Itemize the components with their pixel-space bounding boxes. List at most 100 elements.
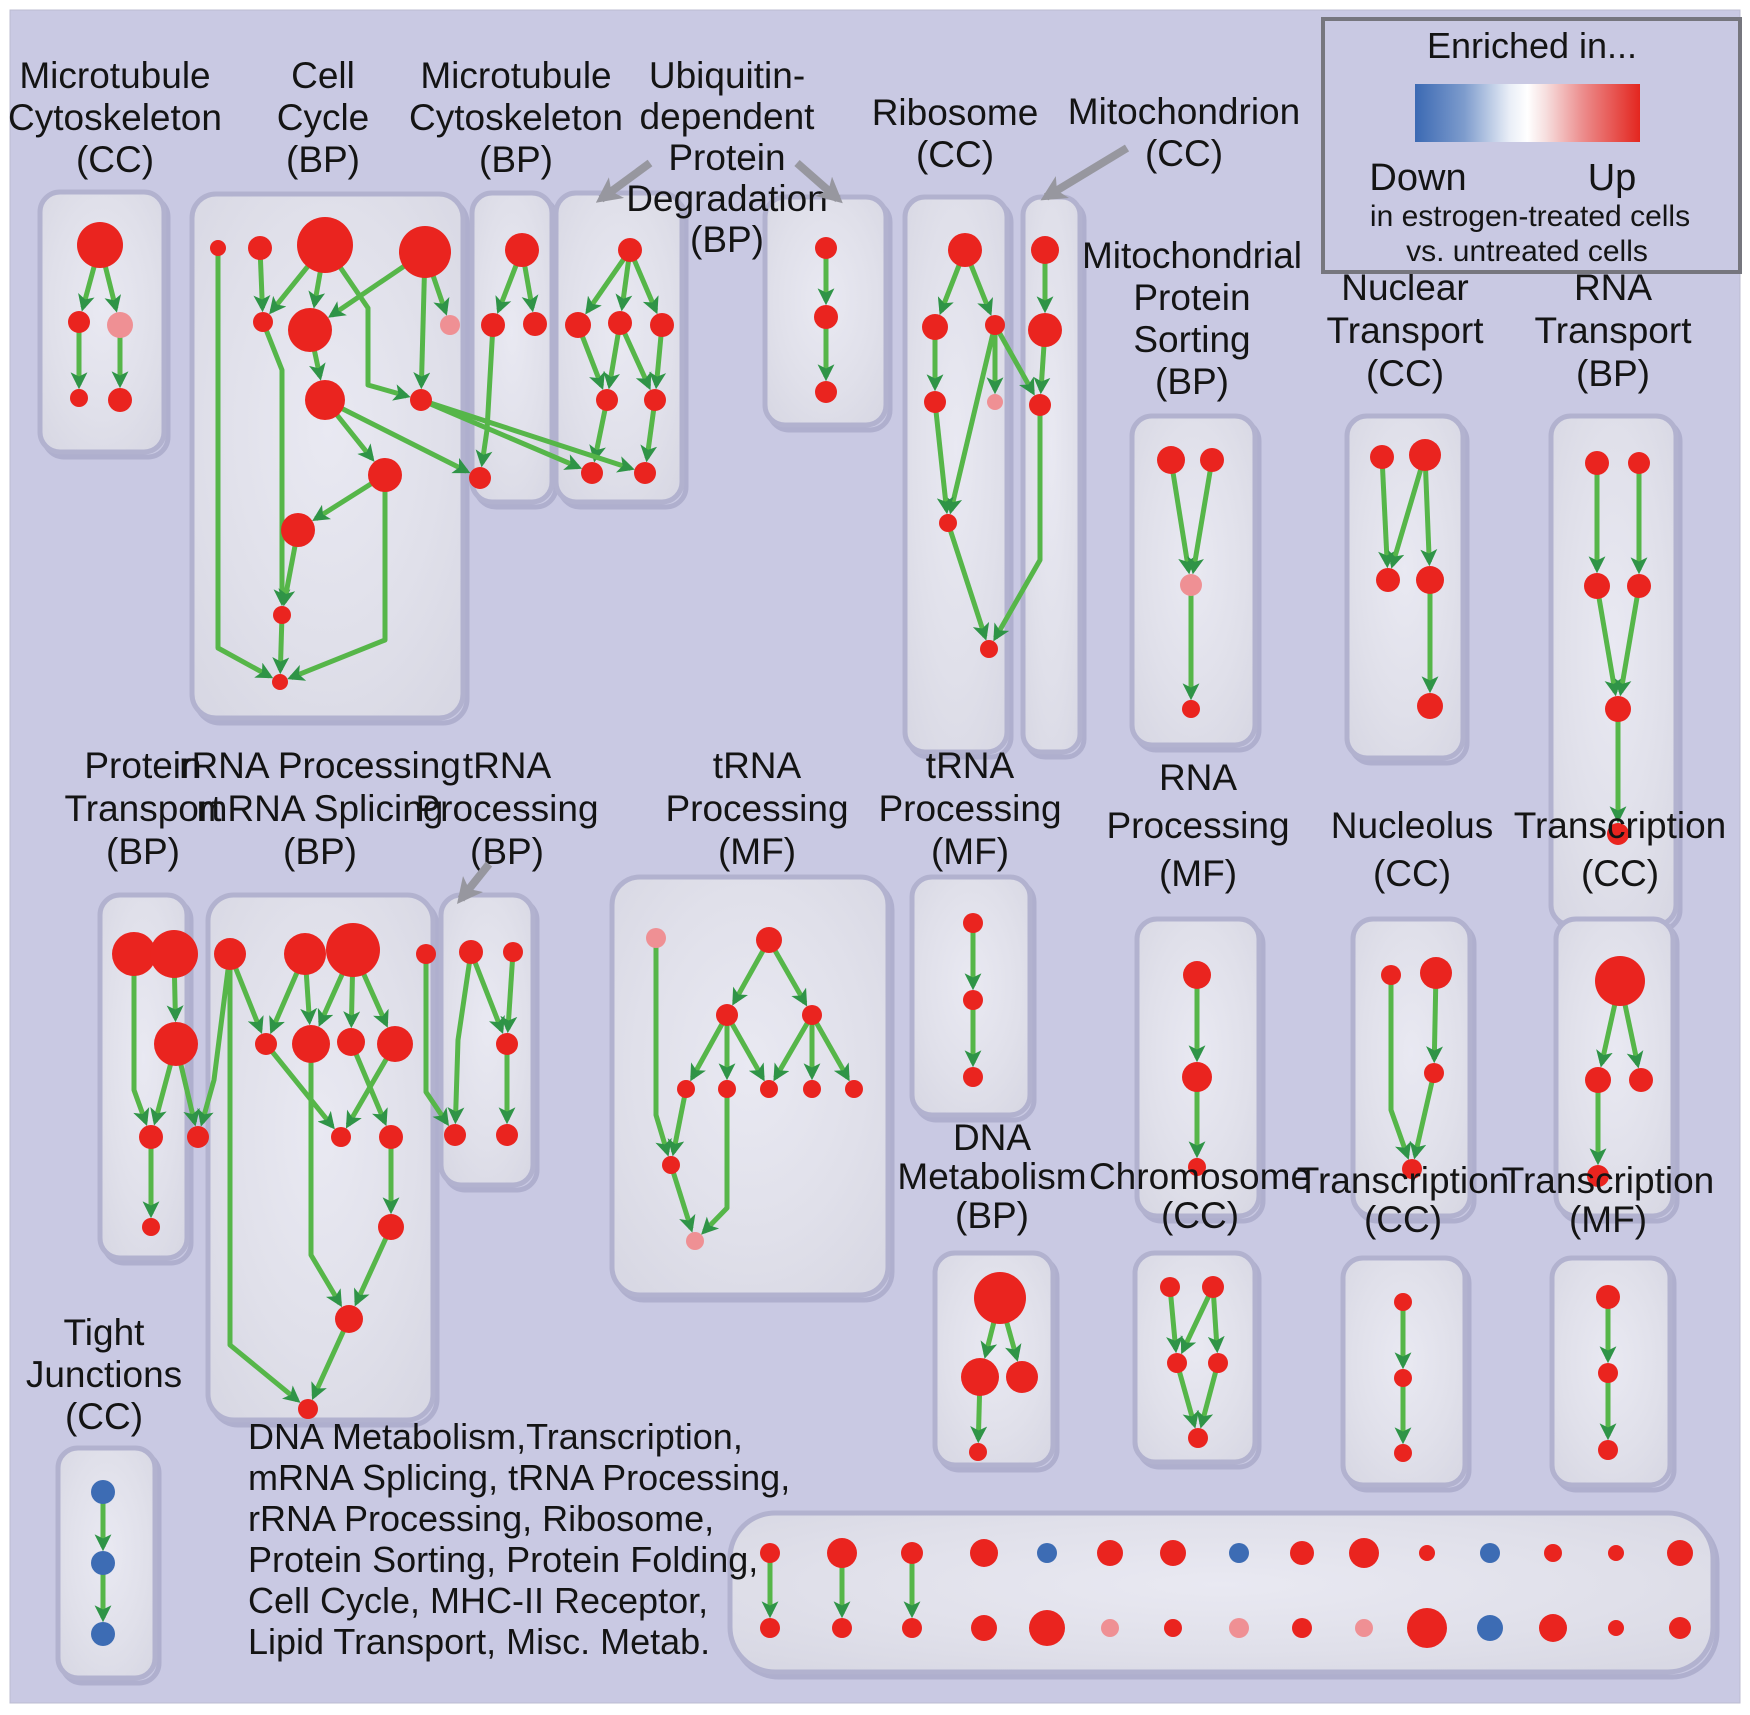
- node-misc-t15: [1667, 1540, 1693, 1566]
- node-misc-t9: [1290, 1541, 1314, 1565]
- node-misc-t4: [970, 1539, 998, 1567]
- node-ribosome-bot: [980, 640, 998, 658]
- go-network-diagram: MicrotubuleCytoskeleton(CC)CellCycle(BP)…: [8, 55, 1726, 1686]
- node-trna-mf-1-b2: [718, 1080, 736, 1098]
- node-cell-cycle-n13: [272, 674, 288, 690]
- node-trans-cc-bot-a: [1394, 1293, 1412, 1311]
- node-prot-trans-b2: [150, 930, 198, 978]
- cluster-box-ribosome: [902, 194, 1010, 755]
- node-dna-met-mr: [1006, 1361, 1038, 1393]
- cluster-label-line-mito-0: Mitochondrion: [1068, 91, 1300, 132]
- node-trna-mf-1-b3: [760, 1080, 778, 1098]
- edge-ribosome-mC-conv: [945, 324, 998, 515]
- cluster-nodes-prot-trans: [112, 930, 209, 1236]
- cluster-nodes-ubiq: [565, 238, 674, 484]
- node-trna-bp-tm: [496, 1033, 518, 1055]
- edge-rrna-t1-bot: [227, 954, 301, 1403]
- node-misc-b3: [902, 1618, 922, 1638]
- cluster-label-line-trna-bp-0: tRNA: [463, 745, 552, 786]
- node-cell-cycle-n4: [399, 226, 451, 278]
- node-dna-met-big: [974, 1272, 1026, 1324]
- edge-prot-trans-b1-s1: [131, 954, 150, 1126]
- node-rrna-l1: [331, 1127, 351, 1147]
- cluster-label-line-trans-cc-mid-0: Transcription: [1514, 805, 1726, 846]
- edge-cell-cycle-n12-n13: [272, 614, 290, 675]
- ubiquitin-to-left-box-arrow: [595, 159, 653, 203]
- cluster-label-line-prot-trans-1: Transport: [65, 788, 223, 829]
- node-dna-met-ml: [961, 1358, 999, 1396]
- node-trans-mf-b: [1598, 1363, 1618, 1383]
- node-rrna-t4: [416, 944, 436, 964]
- node-chromosome-t2: [1202, 1276, 1224, 1298]
- edge-mito.mlow-to-ribosome.bot: [993, 405, 1043, 642]
- node-mt-bp-m1: [481, 313, 505, 337]
- node-nuc-trans-m2: [1416, 566, 1444, 594]
- edge-rrna-m1-l1: [264, 1042, 335, 1130]
- cluster-label-line-trna-mf-1-0: tRNA: [713, 745, 802, 786]
- cluster-label-line-rna-trans-2: (BP): [1576, 353, 1650, 394]
- node-misc-t11: [1419, 1545, 1435, 1561]
- node-dna-met-b: [969, 1443, 987, 1461]
- node-nucleolus-nb: [1420, 957, 1452, 989]
- node-cell-cycle-n3: [297, 217, 353, 273]
- cluster-label-line-trans-mf-1: (MF): [1569, 1199, 1647, 1240]
- cluster-box-mito: [1020, 194, 1083, 755]
- cluster-label-line-trna-mf-2-1: Processing: [878, 788, 1061, 829]
- cluster-nodes-cell-cycle: [210, 217, 460, 690]
- edge-nuc-trans-t1-m1: [1378, 456, 1396, 569]
- edge-trna-mf-1-low-pk2: [668, 1164, 696, 1233]
- node-trna-mf-1-pk1: [646, 928, 666, 948]
- node-cell-cycle-n11: [281, 513, 315, 547]
- cluster-box-chromosome: [1132, 1250, 1258, 1465]
- node-mt-cc-c: [107, 312, 133, 338]
- cluster-label-line-chromosome-0: Chromosome: [1089, 1156, 1311, 1197]
- cluster-label-line-mt-bp-1: Cytoskeleton: [409, 97, 623, 138]
- cluster-label-line-nuc-trans-2: (CC): [1366, 353, 1444, 394]
- node-misc-b9: [1292, 1618, 1312, 1638]
- node-ribosome-pk: [987, 394, 1003, 410]
- node-mito-sort-s1: [1157, 446, 1185, 474]
- node-mito-sort-sb: [1182, 700, 1200, 718]
- cluster-label-line-rrna-0: rRNA Processing: [179, 745, 461, 786]
- cluster-label-line-tight-junc-0: Tight: [64, 1312, 146, 1353]
- node-ubiq2-c3: [815, 381, 837, 403]
- cluster-label-line-nuc-trans-1: Transport: [1327, 310, 1485, 351]
- node-rna-proc-a: [1183, 961, 1211, 989]
- node-misc-b5: [1029, 1610, 1065, 1646]
- cluster-label-line-mt-bp-0: Microtubule: [420, 55, 611, 96]
- node-mt-bp-b: [469, 467, 491, 489]
- node-ubiq2-c1: [815, 237, 837, 259]
- edge-nucleolus-nm-nbot: [1409, 1072, 1437, 1160]
- cluster-nodes-trna-mf-2: [963, 913, 983, 1087]
- node-mito-mmid: [1028, 313, 1062, 347]
- node-ubiq-lL: [596, 389, 618, 411]
- node-trna-mf-1-b4: [803, 1080, 821, 1098]
- cluster-label-line-rrna-1: mRNA Splicing: [197, 788, 444, 829]
- cluster-nodes-trans-cc-bot: [1394, 1293, 1412, 1462]
- cluster-nodes-trans-cc-mid: [1585, 956, 1653, 1187]
- node-rna-trans-m2: [1627, 574, 1651, 598]
- node-rna-proc-b: [1182, 1062, 1212, 1092]
- node-cell-cycle-n2: [248, 236, 272, 260]
- cluster-label-line-trans-cc-mid-1: (CC): [1581, 853, 1659, 894]
- node-misc-b6: [1101, 1619, 1119, 1637]
- cluster-nodes-tight-junc: [91, 1480, 115, 1646]
- node-nuc-trans-t2: [1409, 439, 1441, 471]
- node-trans-cc-mid-mr: [1629, 1068, 1653, 1092]
- legend-title: Enriched in...: [1427, 25, 1637, 66]
- cluster-nodes-ribosome: [922, 233, 1005, 658]
- node-rrna-bot: [298, 1399, 318, 1419]
- node-ubiq-mC: [608, 311, 632, 335]
- node-misc-t12: [1480, 1543, 1500, 1563]
- node-trna-mf-2-c: [963, 1067, 983, 1087]
- node-ribosome-mL: [922, 314, 948, 340]
- node-misc-b8: [1229, 1618, 1249, 1638]
- node-cell-cycle-n1: [210, 240, 226, 256]
- edge-rrna-conv-bot: [311, 1317, 352, 1401]
- node-trans-cc-bot-b: [1394, 1369, 1412, 1387]
- node-rna-trans-t1: [1585, 451, 1609, 475]
- cluster-label-line-prot-trans-0: Protein: [84, 745, 201, 786]
